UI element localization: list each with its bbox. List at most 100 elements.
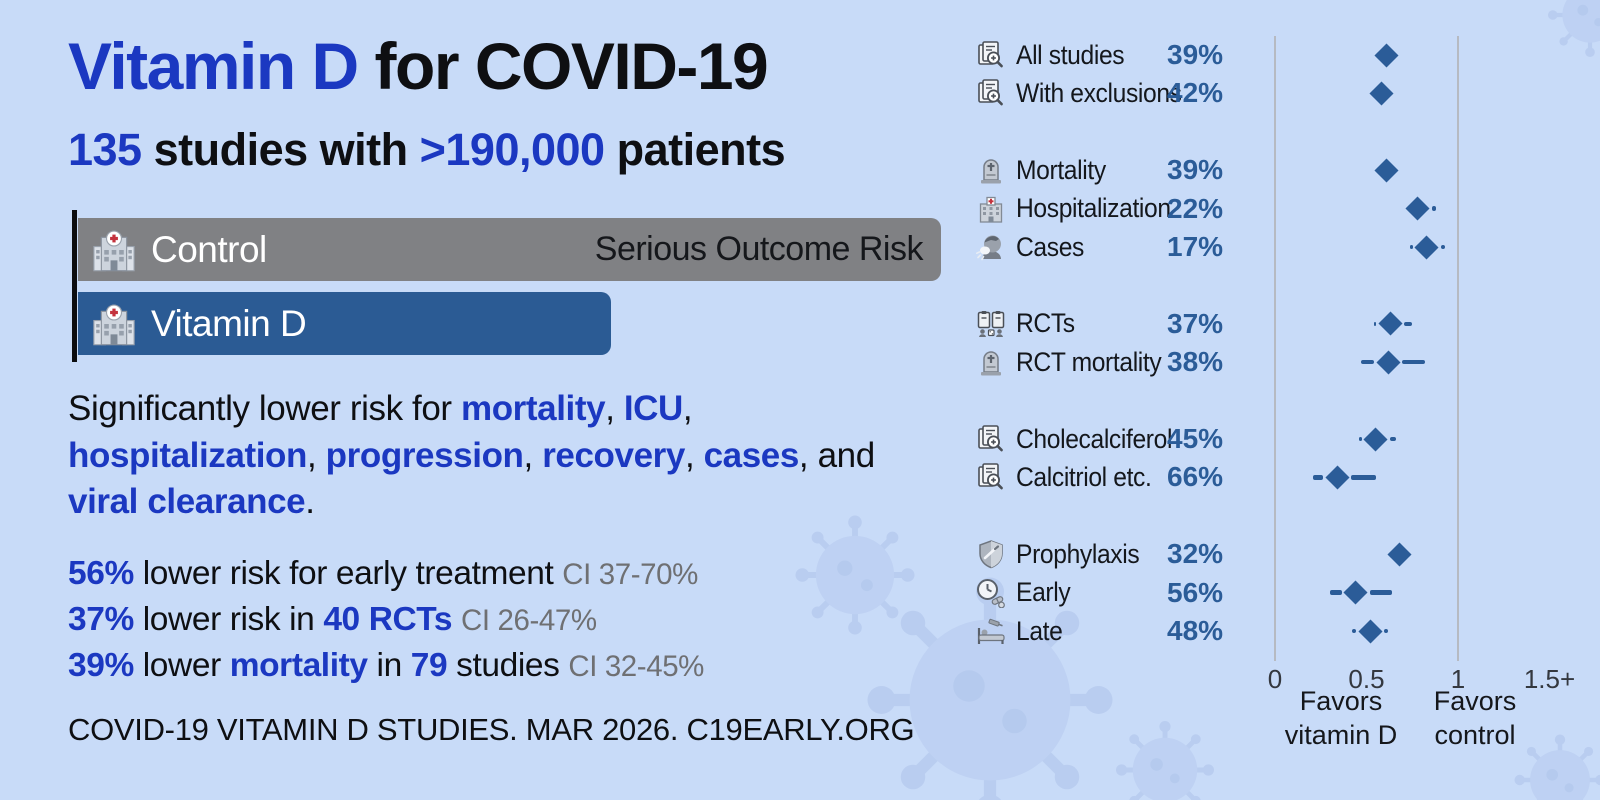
text-segment: studies with (141, 124, 420, 175)
ci-line (1351, 475, 1376, 480)
text-segment: CI 26-47% (461, 604, 597, 637)
hospital-icon (91, 301, 137, 347)
ci-line (1373, 321, 1377, 327)
row-label: All studies (1016, 39, 1125, 70)
gridline (1456, 36, 1460, 661)
risk-bars: Control Serious Outcome Risk (72, 210, 952, 362)
row-label: Cases (1016, 231, 1085, 262)
axis-tick-label: 1 (1450, 664, 1466, 694)
row-percent: 22% (1167, 192, 1224, 224)
effect-diamond (1376, 350, 1401, 375)
mortality-icon (975, 155, 1007, 186)
text-segment: CI 37-70% (562, 558, 698, 591)
text-segment: mortality (460, 389, 606, 428)
forest-row: Early 56% (975, 574, 1275, 612)
studies-search-icon (975, 462, 1007, 493)
row-percent: 38% (1167, 346, 1224, 378)
text-line: 56% lower risk for early treatment CI 37… (68, 551, 704, 597)
forest-row: With exclusions 42% (975, 74, 1275, 112)
forest-row: RCTs 37% (975, 305, 1275, 343)
row-label: Late (1016, 615, 1063, 646)
text-segment: cases (703, 435, 800, 475)
studies-search-icon (975, 78, 1007, 109)
ci-line (1410, 244, 1413, 250)
text-segment: lower (133, 647, 230, 684)
text-segment: lower risk for early treatment (133, 555, 563, 592)
text-line: viral clearance. (68, 479, 875, 526)
text-segment: hospitalization (68, 435, 308, 475)
row-label: Cholecalciferol (1016, 423, 1173, 454)
text-segment: Vitamin D (68, 29, 359, 103)
text-segment: , (307, 435, 326, 475)
ci-line (1329, 590, 1342, 595)
row-label: Hospitalization (1016, 193, 1171, 224)
text-segment: , (682, 389, 693, 428)
text-segment: in (367, 647, 411, 684)
text-line: vitamin D (1284, 720, 1398, 750)
text-segment: . (305, 482, 315, 521)
text-line: Favors (1299, 686, 1383, 716)
row-percent: 45% (1167, 423, 1224, 454)
text-segment: studies (447, 647, 569, 684)
forest-row: Cholecalciferol 45% (975, 420, 1275, 458)
row-percent: 17% (1167, 231, 1224, 262)
row-percent: 56% (1167, 576, 1224, 608)
text-segment: , (523, 435, 543, 475)
rct-icon (975, 308, 1007, 339)
text-line: Significantly lower risk for mortality, … (68, 386, 875, 433)
favors-control-label: Favors control (1390, 684, 1560, 752)
ci-line (1369, 590, 1393, 595)
ci-line (1402, 359, 1426, 365)
effect-diamond (1378, 311, 1403, 336)
row-percent: 48% (1167, 615, 1224, 646)
ci-line (1440, 244, 1446, 250)
forest-row: Mortality 39% (975, 151, 1275, 189)
text-segment: CI 32-45% (568, 650, 704, 683)
bar-axis-line (72, 210, 77, 362)
effect-diamond (1369, 81, 1394, 106)
favors-vitamin-d-label: Favors vitamin D (1256, 684, 1426, 752)
bar-axis-note: Serious Outcome Risk (594, 230, 924, 268)
text-segment: mortality (229, 647, 368, 684)
ci-line (1384, 628, 1389, 634)
row-label: Prophylaxis (1016, 538, 1140, 569)
text-line: Favors (1433, 686, 1517, 716)
vitamin-d-bar: Vitamin D (78, 292, 611, 355)
text-segment: >190,000 (419, 124, 605, 175)
text-segment: ICU (623, 389, 683, 428)
gridline (1273, 36, 1277, 661)
early-icon (975, 577, 1007, 608)
row-label: Mortality (1016, 154, 1106, 185)
effect-diamond (1405, 196, 1430, 221)
text-segment: 135 (68, 124, 142, 175)
hospitalization-icon (975, 193, 1007, 224)
text-line: control (1434, 720, 1516, 750)
effect-diamond (1387, 542, 1412, 567)
forest-row: Late 48% (975, 612, 1275, 650)
row-percent: 37% (1167, 307, 1224, 339)
cases-icon (975, 232, 1007, 263)
ci-line (1359, 436, 1362, 442)
ci-line (1351, 628, 1357, 634)
control-bar: Control Serious Outcome Risk (78, 218, 941, 281)
text-segment: progression (325, 435, 524, 475)
text-line: 37% lower risk in 40 RCTs CI 26-47% (68, 597, 704, 643)
text-segment: 56% (68, 555, 134, 592)
text-segment: patients (604, 124, 786, 175)
effect-diamond (1363, 426, 1388, 452)
forest-row: RCT mortality 38% (975, 343, 1275, 381)
hospital-icon (91, 227, 137, 273)
forest-row: Prophylaxis 32% (975, 535, 1275, 573)
forest-row: Hospitalization 22% (975, 190, 1275, 228)
text-line: hospitalization, progression, recovery , … (68, 433, 875, 480)
text-segment: for COVID-19 (357, 29, 769, 103)
row-percent: 66% (1167, 461, 1224, 493)
ci-line (1361, 359, 1375, 365)
row-label: RCT mortality (1016, 346, 1162, 377)
row-label: With exclusions (1016, 77, 1182, 108)
effect-diamond (1414, 234, 1439, 260)
vitamin-d-bar-label: Vitamin D (151, 302, 307, 344)
text-segment: lower risk in (133, 601, 324, 638)
forest-row: Cases 17% (975, 228, 1275, 266)
